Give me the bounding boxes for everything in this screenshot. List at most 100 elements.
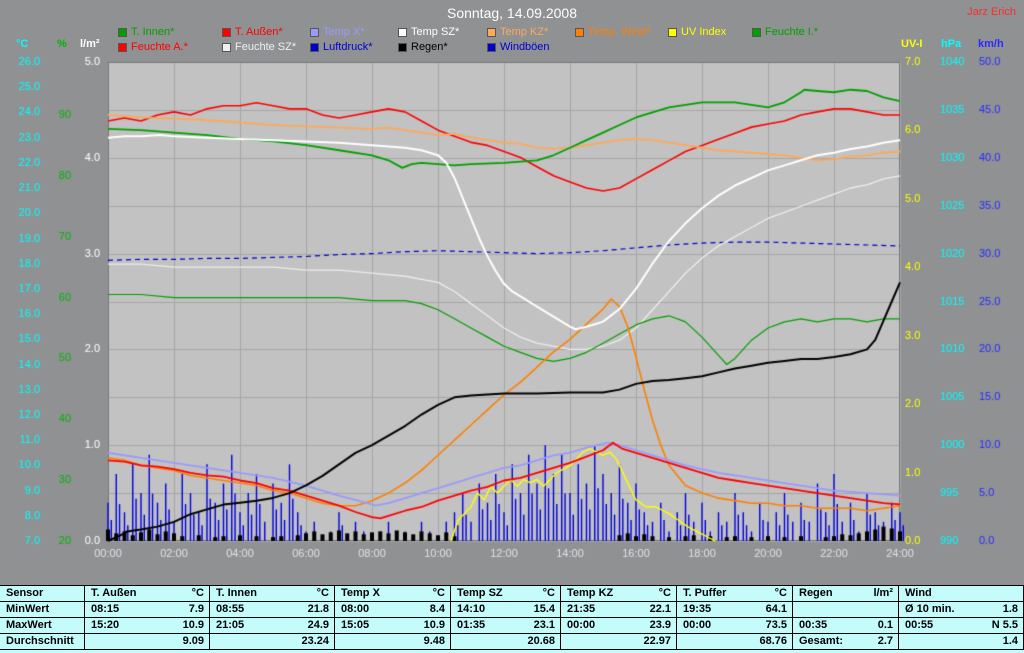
legend-item-uv-index: UV Index bbox=[668, 26, 726, 38]
axis-header-pct: % bbox=[57, 38, 67, 50]
table-cell: 7.9 bbox=[165, 602, 210, 618]
legend-label: T. Außen* bbox=[235, 26, 283, 38]
legend-item-t-aussen: T. Außen* bbox=[222, 26, 283, 38]
table-cell: 73.5 bbox=[753, 618, 793, 634]
table-cell bbox=[210, 634, 290, 650]
table-cell bbox=[335, 634, 411, 650]
table-header-cell: °C bbox=[753, 586, 793, 602]
legend-label: Temp. Wind* bbox=[588, 26, 651, 38]
legend-label: Feuchte A.* bbox=[131, 41, 188, 53]
table-cell: 23.9 bbox=[637, 618, 677, 634]
table-header-cell: Temp X bbox=[335, 586, 411, 602]
luftdruck-color-swatch bbox=[310, 42, 319, 52]
table-cell: 10.9 bbox=[411, 618, 451, 634]
table-cell: 9.09 bbox=[165, 634, 210, 650]
table-cell: 01:35 bbox=[451, 618, 521, 634]
table-cell: 00:55 bbox=[899, 618, 971, 634]
weather-chart-canvas bbox=[0, 0, 1024, 583]
table-cell: 9.48 bbox=[411, 634, 451, 650]
table-cell: Durchschnitt bbox=[0, 634, 85, 650]
legend-item-feuchte-a: Feuchte A.* bbox=[118, 41, 188, 53]
legend-item-feuchte-i: Feuchte I.* bbox=[752, 26, 818, 38]
legend-item-temp-kz: Temp KZ* bbox=[487, 26, 548, 38]
table-cell: 23.1 bbox=[521, 618, 561, 634]
table-cell: Ø 10 min. bbox=[899, 602, 971, 618]
table-cell: 08:00 bbox=[335, 602, 411, 618]
table-header-cell: Regen bbox=[793, 586, 859, 602]
table-cell: 21:35 bbox=[561, 602, 637, 618]
table-header-cell: T. Innen bbox=[210, 586, 290, 602]
table-cell: 00:00 bbox=[561, 618, 637, 634]
table-cell: 08:55 bbox=[210, 602, 290, 618]
legend-label: Feuchte I.* bbox=[765, 26, 819, 38]
legend-label: Windböen bbox=[500, 41, 550, 53]
stats-table: Sensor T. Außen °C T. Innen °C Temp X °C Temp S… bbox=[0, 585, 1024, 653]
legend-item-regen: Regen* bbox=[398, 41, 448, 53]
table-cell: Gesamt: bbox=[793, 634, 859, 650]
table-header-cell bbox=[971, 586, 1024, 602]
axis-header-uvi: UV-I bbox=[901, 38, 923, 50]
temp-sz-color-swatch bbox=[398, 27, 407, 37]
table-cell: 15:05 bbox=[335, 618, 411, 634]
legend-label: Temp SZ* bbox=[411, 26, 460, 38]
legend-label: UV Index bbox=[681, 26, 727, 38]
table-cell: 68.76 bbox=[753, 634, 793, 650]
axis-header-c: °C bbox=[16, 38, 29, 50]
legend-label: T. Innen* bbox=[131, 26, 175, 38]
legend-label: Regen* bbox=[411, 41, 448, 53]
table-cell: MinWert bbox=[0, 602, 85, 618]
table-cell: 08:15 bbox=[85, 602, 165, 618]
table-header-cell: °C bbox=[637, 586, 677, 602]
legend-item-temp-wind: Temp. Wind* bbox=[575, 26, 650, 38]
table-cell: 64.1 bbox=[753, 602, 793, 618]
table-cell: 1.8 bbox=[971, 602, 1024, 618]
legend-label: Temp X* bbox=[323, 26, 365, 38]
t-aussen-color-swatch bbox=[222, 27, 231, 37]
table-cell: 00:35 bbox=[793, 618, 859, 634]
table-cell: 19:35 bbox=[677, 602, 753, 618]
table-cell: 8.4 bbox=[411, 602, 451, 618]
table-header-cell: Sensor bbox=[0, 586, 85, 602]
legend-item-temp-x: Temp X* bbox=[310, 26, 365, 38]
table-cell bbox=[859, 602, 899, 618]
legend-label: Luftdruck* bbox=[323, 41, 373, 53]
table-cell: 22.1 bbox=[637, 602, 677, 618]
windboeen-color-swatch bbox=[487, 42, 496, 52]
table-cell bbox=[677, 634, 753, 650]
legend-item-temp-sz: Temp SZ* bbox=[398, 26, 459, 38]
legend-label: Feuchte SZ* bbox=[235, 41, 297, 53]
table-cell: 20.68 bbox=[521, 634, 561, 650]
table-cell: 14:10 bbox=[451, 602, 521, 618]
table-header-cell: Wind bbox=[899, 586, 971, 602]
legend-item-feuchte-sz: Feuchte SZ* bbox=[222, 41, 296, 53]
axis-header-lm2: l/m² bbox=[80, 38, 100, 50]
regen-color-swatch bbox=[398, 42, 407, 52]
table-cell bbox=[451, 634, 521, 650]
table-header-cell: °C bbox=[411, 586, 451, 602]
author-label: Jarz Erich bbox=[967, 6, 1016, 18]
table-header-cell: °C bbox=[521, 586, 561, 602]
temp-kz-color-swatch bbox=[487, 27, 496, 37]
table-cell bbox=[561, 634, 637, 650]
table-header-cell: l/m² bbox=[859, 586, 899, 602]
table-cell: 22.97 bbox=[637, 634, 677, 650]
table-cell: 21:05 bbox=[210, 618, 290, 634]
feuchte-a-color-swatch bbox=[118, 42, 127, 52]
legend-item-windboeen: Windböen bbox=[487, 41, 550, 53]
table-cell: MaxWert bbox=[0, 618, 85, 634]
table-cell: 1.4 bbox=[971, 634, 1024, 650]
table-cell: 23.24 bbox=[290, 634, 335, 650]
uv-index-color-swatch bbox=[668, 27, 677, 37]
legend-item-luftdruck: Luftdruck* bbox=[310, 41, 373, 53]
table-cell: 2.7 bbox=[859, 634, 899, 650]
table-cell bbox=[793, 602, 859, 618]
table-header-cell: T. Außen bbox=[85, 586, 165, 602]
table-cell: 24.9 bbox=[290, 618, 335, 634]
axis-header-hpa: hPa bbox=[941, 38, 962, 50]
table-header-cell: Temp SZ bbox=[451, 586, 521, 602]
table-header-cell: T. Puffer bbox=[677, 586, 753, 602]
table-cell bbox=[85, 634, 165, 650]
temp-x-color-swatch bbox=[310, 27, 319, 37]
feuchte-sz-color-swatch bbox=[222, 42, 231, 52]
temp-wind-color-swatch bbox=[575, 27, 584, 37]
